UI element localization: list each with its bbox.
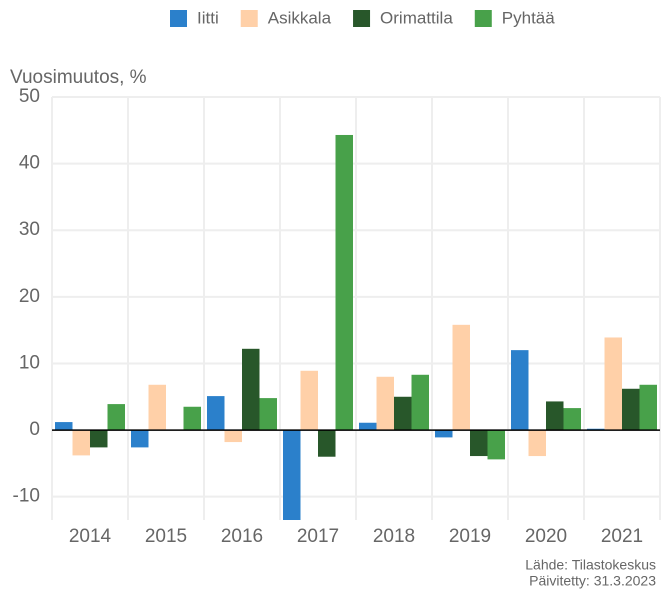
source: Lähde: Tilastokeskus [525,557,656,573]
bar [259,398,277,431]
y-tick-label: 0 [29,419,40,440]
y-tick-label: 10 [19,352,40,373]
legend-swatch [474,10,492,27]
bar [359,422,377,431]
bar [546,401,564,431]
y-axis-label: Vuosimuutos, % [10,67,147,88]
bar [435,430,453,438]
bar [283,430,301,520]
legend-label: Iitti [197,8,219,27]
bar [622,388,640,431]
bar [318,430,336,457]
bar [224,430,242,443]
x-tick-label: 2015 [145,526,187,547]
bar [55,422,73,431]
y-tick-label: 20 [19,286,40,307]
updated: Päivitetty: 31.3.2023 [529,573,656,589]
x-tick-label: 2020 [525,526,567,547]
bar [511,350,529,431]
bar [528,430,546,457]
bar [183,406,201,431]
y-tick-label: 40 [19,153,40,174]
bar [563,408,581,431]
x-tick-label: 2019 [449,526,491,547]
legend-label: Pyhtää [502,8,555,27]
bar [207,396,225,431]
legend-label: Asikkala [268,8,332,27]
bar [452,324,470,431]
bar [394,396,412,431]
y-tick-label: 30 [19,219,40,240]
bar [242,348,260,431]
x-tick-label: 2016 [221,526,263,547]
x-tick-label: 2014 [69,526,112,547]
y-tick-label: 50 [19,86,40,107]
bar [72,430,90,456]
bar [335,134,353,431]
bar [639,384,657,431]
x-tick-label: 2021 [601,526,643,547]
legend-swatch [353,10,371,27]
bar [487,430,505,460]
bar [376,376,394,431]
legend-swatch [240,10,258,27]
bar [148,384,166,431]
bar [411,374,429,431]
x-tick-label: 2018 [373,526,415,547]
legend-label: Orimattila [380,8,453,27]
bar [470,430,488,457]
bar [604,337,622,431]
bar [90,430,108,448]
bar [300,370,318,431]
bar [131,430,149,448]
legend-swatch [170,10,187,27]
x-tick-label: 2017 [297,526,339,547]
bar [107,404,125,431]
y-tick-label: -10 [13,486,40,507]
